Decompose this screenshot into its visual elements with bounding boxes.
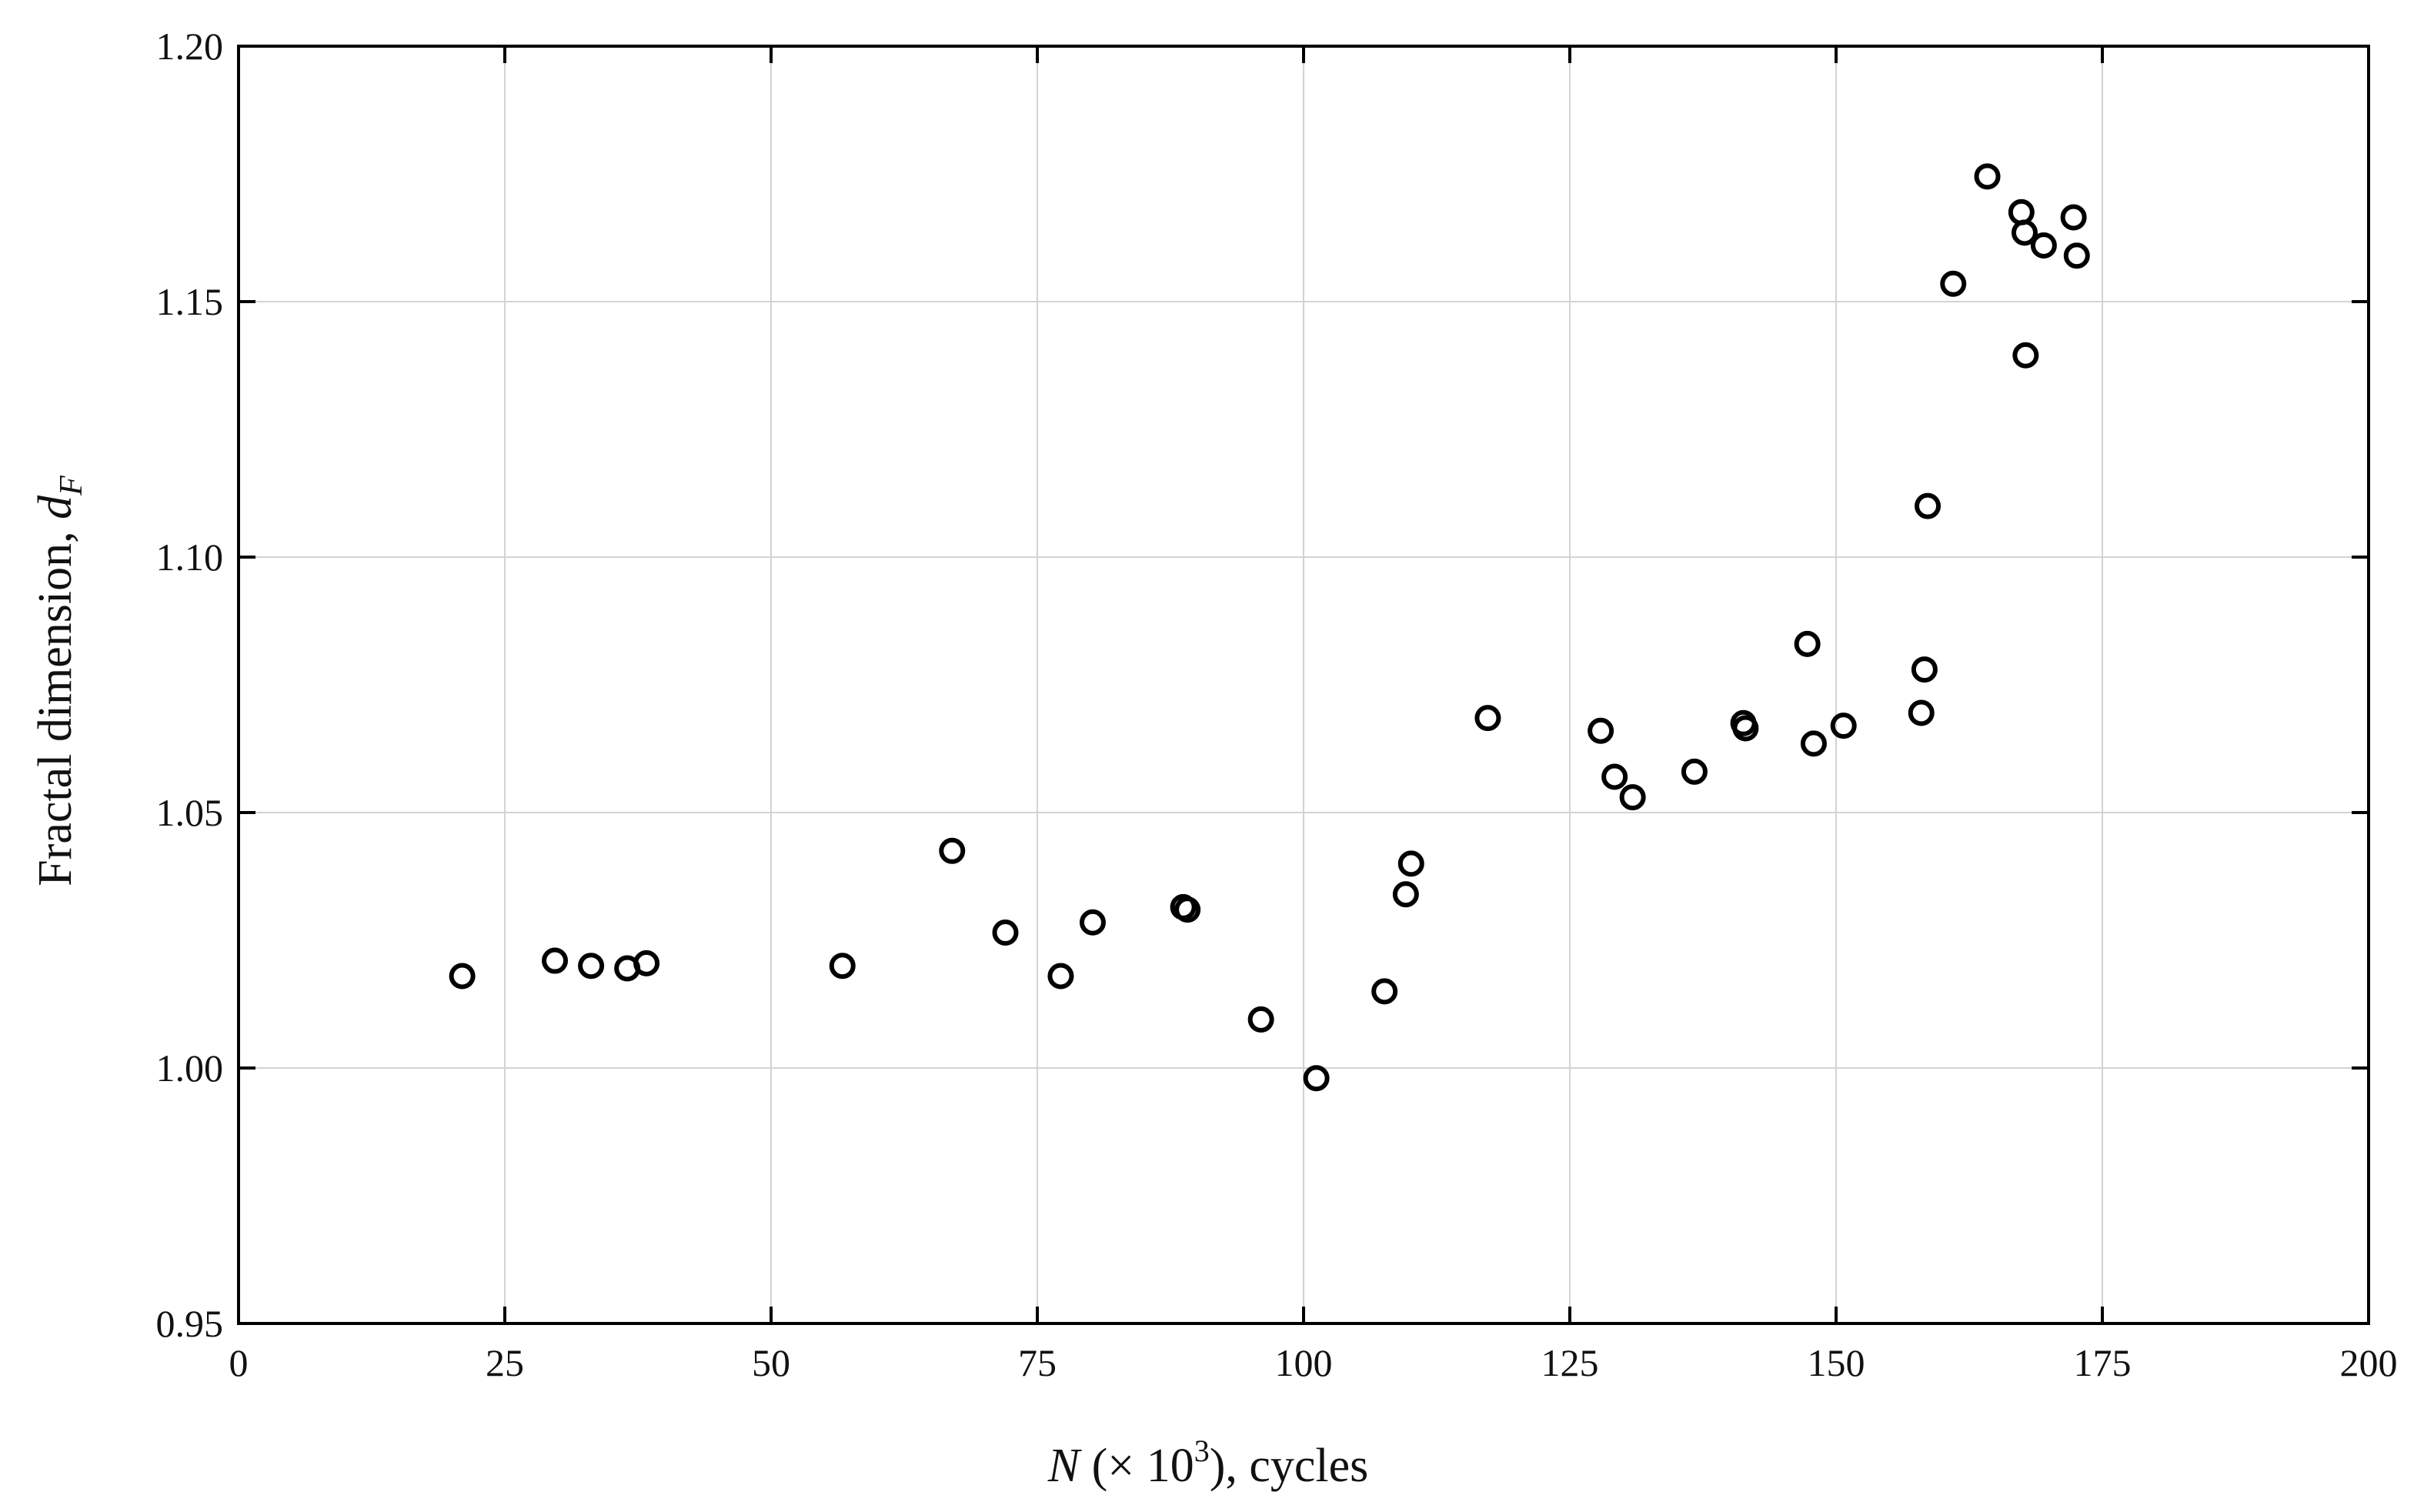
data-point xyxy=(1303,1065,1330,1092)
data-point xyxy=(1601,763,1628,790)
x-axis-title-tail: ), cycles xyxy=(1210,1440,1369,1492)
x-tick-label: 25 xyxy=(486,1341,524,1384)
data-point xyxy=(2030,232,2057,259)
x-tick-label: 175 xyxy=(2074,1341,2132,1384)
data-point xyxy=(1908,699,1935,726)
data-point xyxy=(2012,342,2039,369)
data-point xyxy=(449,963,476,990)
y-axis-title: Fractal dimension, dF xyxy=(29,476,89,886)
data-point xyxy=(1619,784,1646,811)
data-point xyxy=(1732,715,1759,742)
y-tick-label: 0.95 xyxy=(156,1302,224,1345)
data-point xyxy=(1974,163,2001,190)
data-point xyxy=(1397,850,1424,877)
x-axis-title: N (× 103), cycles xyxy=(1047,1434,1369,1492)
data-point xyxy=(992,920,1019,946)
x-tick-label: 200 xyxy=(2340,1341,2398,1384)
data-point xyxy=(1915,492,1942,519)
data-point xyxy=(1911,656,1938,683)
data-point xyxy=(578,953,605,980)
data-point xyxy=(542,947,569,974)
data-point xyxy=(1079,909,1106,936)
x-tick-label: 75 xyxy=(1018,1341,1057,1384)
data-point xyxy=(1371,978,1398,1005)
x-tick-label: 50 xyxy=(752,1341,790,1384)
y-tick-label: 1.00 xyxy=(156,1046,224,1090)
data-point xyxy=(1392,881,1419,908)
data-point xyxy=(2060,204,2087,231)
x-tick-label: 125 xyxy=(1541,1341,1599,1384)
y-tick-label: 1.10 xyxy=(156,536,224,579)
marker-layer xyxy=(449,163,2090,1092)
tick-label-layer: 0 25 50 75 100 125 150 175 200 0.95 1.00 1.05 1.10 1.… xyxy=(156,25,2398,1384)
y-tick-label: 1.15 xyxy=(156,280,224,323)
data-point xyxy=(1794,630,1821,657)
x-tick-label: 100 xyxy=(1275,1341,1333,1384)
y-axis-title-var: d xyxy=(29,495,82,519)
data-point xyxy=(1681,758,1708,785)
y-tick-label: 1.20 xyxy=(156,25,224,68)
y-tick-label: 1.05 xyxy=(156,791,224,834)
x-axis-title-sup: 3 xyxy=(1194,1434,1210,1468)
data-point xyxy=(633,950,660,976)
data-point xyxy=(1588,717,1614,744)
data-point xyxy=(1247,1006,1274,1033)
x-tick-label: 150 xyxy=(1808,1341,1865,1384)
data-point xyxy=(2063,242,2090,269)
x-axis-title-mid: (× 10 xyxy=(1080,1440,1194,1492)
x-tick-label: 0 xyxy=(229,1341,249,1384)
data-point xyxy=(1800,730,1827,757)
x-axis-title-var: N xyxy=(1047,1440,1083,1492)
y-axis-title-sub: F xyxy=(54,476,89,496)
data-point xyxy=(829,953,856,980)
data-point xyxy=(1174,896,1201,923)
data-point xyxy=(1940,270,1967,297)
tick-layer xyxy=(237,45,2370,1325)
data-point xyxy=(1474,705,1501,732)
data-point xyxy=(1047,963,1074,990)
data-point xyxy=(939,837,966,864)
y-axis-title-main: Fractal dimension, xyxy=(29,519,82,886)
grid-layer xyxy=(239,46,2369,1323)
data-point xyxy=(2008,199,2035,225)
data-point xyxy=(1830,713,1857,739)
data-point xyxy=(2011,219,2038,246)
